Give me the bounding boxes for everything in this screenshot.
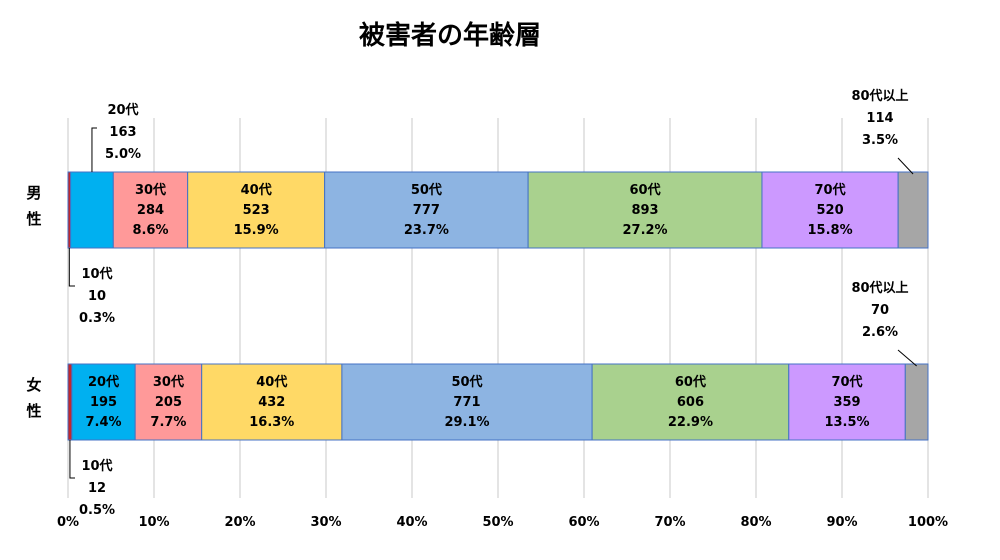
- data-label: 60代: [629, 182, 660, 198]
- data-label: 8.6%: [132, 223, 168, 238]
- data-label: 15.9%: [234, 223, 279, 238]
- data-label: 284: [137, 203, 164, 218]
- bars-layer: [67, 171, 929, 441]
- data-label: 15.8%: [808, 223, 853, 238]
- bar-segment: [324, 171, 529, 249]
- data-label: 29.1%: [444, 415, 489, 430]
- data-label: 23.7%: [404, 223, 449, 238]
- x-tick-label: 80%: [740, 515, 771, 530]
- data-label: 70代: [815, 182, 846, 198]
- data-label: 40代: [256, 374, 287, 390]
- data-label: 80代以上: [851, 280, 908, 296]
- x-tick-label: 70%: [654, 515, 685, 530]
- bar-segment: [67, 363, 73, 441]
- data-label: 523: [243, 203, 270, 218]
- data-label: 7.7%: [150, 415, 186, 430]
- data-label: 2.6%: [862, 325, 898, 340]
- data-label: 27.2%: [622, 223, 667, 238]
- data-label: 80代以上: [851, 88, 908, 104]
- category-label: 女性: [26, 376, 41, 420]
- data-label: 70: [871, 303, 889, 318]
- data-label: 22.9%: [668, 415, 713, 430]
- data-label: 20代: [107, 102, 138, 118]
- data-label: 432: [258, 395, 285, 410]
- leader-line: [91, 127, 97, 172]
- data-label: 70代: [831, 374, 862, 390]
- bar-segment: [71, 363, 136, 441]
- labels-layer: 10代 10 0.3% 20代 163 5.0% 30代 284 8.6% 40代 523 15.9%…: [68, 88, 917, 518]
- bar-segment: [201, 363, 343, 441]
- chart-title: 被害者の年齢層: [359, 20, 541, 51]
- data-label: 60代: [675, 374, 706, 390]
- bar-segment: [904, 363, 929, 441]
- data-label: 0.5%: [79, 503, 115, 518]
- category-label: 男性: [26, 184, 41, 228]
- leader-line: [897, 157, 914, 175]
- data-label: 3.5%: [862, 133, 898, 148]
- data-label: 12: [88, 481, 106, 496]
- data-label: 771: [453, 395, 480, 410]
- x-tick-label: 90%: [826, 515, 857, 530]
- data-label: 13.5%: [824, 415, 869, 430]
- bar-segment: [527, 171, 763, 249]
- data-label: 10: [88, 289, 106, 304]
- data-label: 50代: [411, 182, 442, 198]
- bar-segment: [70, 171, 114, 249]
- data-label: 0.3%: [79, 311, 115, 326]
- data-label: 40代: [241, 182, 272, 198]
- data-label: 205: [155, 395, 182, 410]
- data-label: 7.4%: [86, 415, 122, 430]
- x-tick-label: 40%: [396, 515, 427, 530]
- x-tick-label: 100%: [908, 515, 948, 530]
- bar-segment: [788, 363, 906, 441]
- data-label: 520: [816, 203, 843, 218]
- data-label: 606: [677, 395, 704, 410]
- data-label: 195: [90, 395, 117, 410]
- bar-segment: [341, 363, 593, 441]
- data-label: 10代: [81, 458, 112, 474]
- data-label: 359: [833, 395, 860, 410]
- data-label: 10代: [81, 266, 112, 282]
- leader-line: [68, 248, 75, 287]
- x-tick-label: 20%: [224, 515, 255, 530]
- x-tick-label: 60%: [568, 515, 599, 530]
- data-label: 30代: [135, 182, 166, 198]
- data-label: 114: [866, 111, 893, 126]
- x-tick-label: 50%: [482, 515, 513, 530]
- bar-segment: [591, 363, 790, 441]
- x-tick-label: 0%: [57, 515, 79, 530]
- leader-line: [897, 349, 917, 367]
- data-label: 20代: [88, 374, 119, 390]
- data-label: 893: [631, 203, 658, 218]
- bar-segment: [897, 171, 929, 249]
- data-label: 777: [413, 203, 440, 218]
- bar-segment: [134, 363, 203, 441]
- leader-line: [69, 440, 75, 479]
- data-label: 5.0%: [105, 147, 141, 162]
- data-label: 163: [109, 125, 136, 140]
- x-tick-label: 10%: [138, 515, 169, 530]
- x-tick-label: 30%: [310, 515, 341, 530]
- data-label: 50代: [451, 374, 482, 390]
- data-label: 30代: [153, 374, 184, 390]
- data-label: 16.3%: [249, 415, 294, 430]
- bar-segment: [187, 171, 326, 249]
- bar-segment: [112, 171, 189, 249]
